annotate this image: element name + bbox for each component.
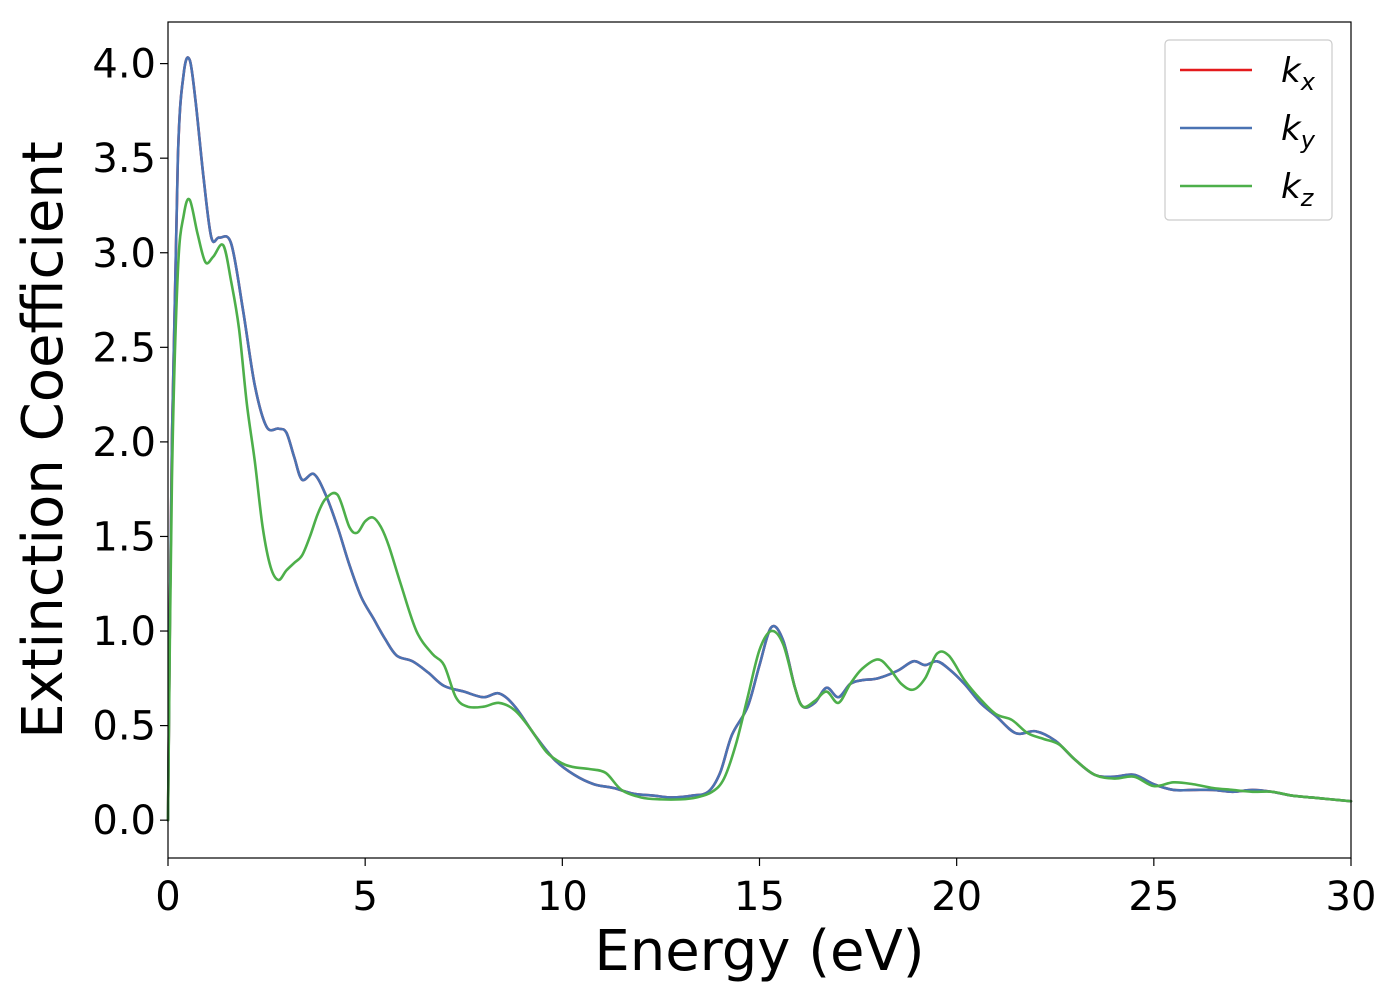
y-tick-label: 1.5 (92, 514, 156, 560)
y-tick-label: 0.5 (92, 704, 156, 750)
legend-label-kz: kz (1281, 167, 1315, 212)
y-tick-label: 1.0 (92, 609, 156, 655)
legend-box (1164, 39, 1333, 221)
y-tick-label: 4.0 (92, 42, 156, 88)
legend-label-kx: kx (1281, 51, 1316, 96)
x-tick-label: 5 (352, 874, 377, 920)
legend-label-ky: ky (1281, 109, 1316, 154)
y-tick-label: 2.5 (92, 325, 156, 371)
y-tick-label: 2.0 (92, 420, 156, 466)
x-axis-title: Energy (eV) (594, 919, 924, 984)
series-layer (166, 56, 1353, 822)
y-axis: 0.0 0.5 1.0 1.5 2.0 2.5 3.0 3.5 4.0 (92, 42, 168, 844)
y-tick-label: 3.0 (92, 231, 156, 277)
y-axis-title: Extinction Coefficient (11, 141, 76, 739)
x-tick-label: 20 (931, 874, 982, 920)
x-tick-label: 0 (155, 874, 180, 920)
x-tick-label: 30 (1326, 874, 1377, 920)
series-line-kz (166, 197, 1353, 822)
x-tick-label: 15 (734, 874, 785, 920)
x-tick-label: 10 (537, 874, 588, 920)
y-tick-label: 0.0 (92, 798, 156, 844)
legend: kx ky kz (1164, 39, 1333, 221)
x-axis: 0 5 10 15 20 25 30 (155, 858, 1376, 920)
y-tick-label: 3.5 (92, 136, 156, 182)
x-tick-label: 25 (1128, 874, 1179, 920)
